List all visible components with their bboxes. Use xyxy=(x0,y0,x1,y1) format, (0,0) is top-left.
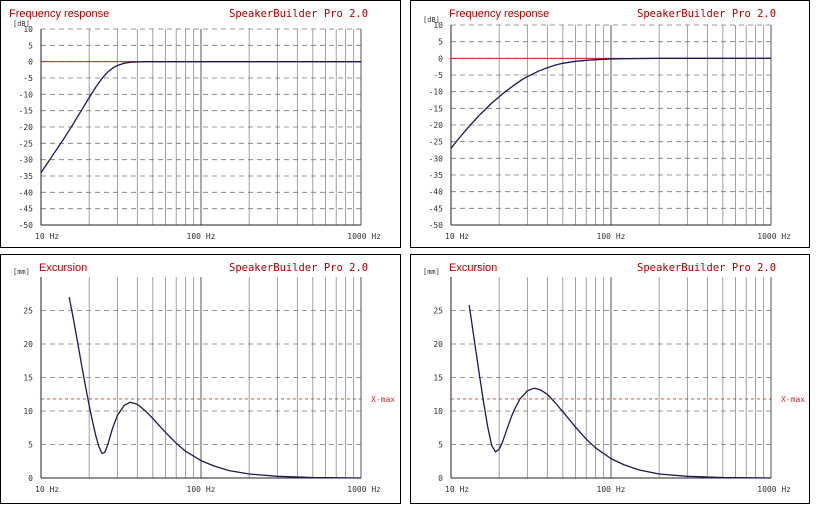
x-tick-label: 100 Hz xyxy=(597,232,626,241)
series-line xyxy=(68,296,362,479)
y-tick-label: 0 xyxy=(28,58,33,67)
x-tick-label: 1000 Hz xyxy=(347,232,381,241)
y-tick-label: 5 xyxy=(438,441,443,450)
y-tick-label: -45 xyxy=(19,205,34,214)
series-line xyxy=(468,305,772,479)
chart-panel-excursion-2: Excursion SpeakerBuilder Pro 2.0 0 5 10 15 2… xyxy=(410,254,810,504)
x-tick-label: 10 Hz xyxy=(445,485,469,494)
y-tick-label: -50 xyxy=(19,221,34,230)
y-tick-label: -20 xyxy=(19,123,34,132)
brand-label: SpeakerBuilder Pro 2.0 xyxy=(229,8,369,20)
y-tick-label: 5 xyxy=(438,38,443,47)
y-tick-label: 0 xyxy=(438,474,443,483)
brand-label: SpeakerBuilder Pro 2.0 xyxy=(637,8,777,20)
y-tick-label: 5 xyxy=(28,441,33,450)
series-line xyxy=(40,61,361,174)
x-tick-label: 1000 Hz xyxy=(757,485,791,494)
chart-svg: 10 5 0 -5 -10 -15 -20 -25 -30 -35 -40 -45 -50 [dB] 10 … xyxy=(423,16,791,241)
y-tick-label: -30 xyxy=(19,156,34,165)
y-tick-label: 20 xyxy=(23,340,33,349)
y-tick-label: 25 xyxy=(23,307,33,316)
x-tick-label: 10 Hz xyxy=(35,232,59,241)
y-tick-label: 10 xyxy=(433,407,443,416)
y-tick-label: -40 xyxy=(429,188,444,197)
xmax-label: X-max xyxy=(371,395,395,404)
y-tick-label: 0 xyxy=(438,54,443,63)
y-axis-unit: [dB] xyxy=(13,20,30,28)
y-axis-unit: [mm] xyxy=(423,268,440,276)
y-tick-label: -10 xyxy=(19,90,34,99)
y-tick-label: -30 xyxy=(429,154,444,163)
y-tick-label: -40 xyxy=(19,188,34,197)
y-tick-label: -10 xyxy=(429,88,444,97)
x-tick-label: 100 Hz xyxy=(187,232,216,241)
y-tick-label: -25 xyxy=(19,139,34,148)
y-tick-label: -45 xyxy=(429,204,444,213)
y-tick-label: 0 xyxy=(28,474,33,483)
x-tick-label: 10 Hz xyxy=(445,232,469,241)
x-tick-label: 100 Hz xyxy=(187,485,216,494)
y-tick-label: -20 xyxy=(429,121,444,130)
y-tick-label: -35 xyxy=(19,172,34,181)
y-tick-label: -15 xyxy=(19,107,34,116)
brand-label: SpeakerBuilder Pro 2.0 xyxy=(637,262,777,274)
chart-svg: 0 5 10 15 20 25 [mm] 10 Hz 100 Hz 1000 Hz X-max xyxy=(423,268,805,494)
y-tick-label: -15 xyxy=(429,104,444,113)
y-tick-label: -25 xyxy=(429,138,444,147)
chart-title: Frequency response xyxy=(9,8,110,20)
chart-panel-excursion-1: Excursion SpeakerBuilder Pro 2.0 0 5 10 15 2… xyxy=(0,254,401,504)
x-tick-label: 1000 Hz xyxy=(757,232,791,241)
y-axis-unit: [mm] xyxy=(13,268,30,276)
x-tick-label: 1000 Hz xyxy=(347,485,381,494)
x-tick-label: 10 Hz xyxy=(35,485,59,494)
y-tick-label: 10 xyxy=(433,21,443,30)
chart-svg: 10 5 0 -5 -10 -15 -20 -25 -30 -35 -40 -45 -50 [dB] 10 … xyxy=(13,20,381,241)
y-tick-label: 20 xyxy=(433,340,443,349)
y-axis-unit: [dB] xyxy=(423,16,440,24)
chart-title: Excursion xyxy=(39,262,88,274)
chart-panel-freq-1: Frequency response SpeakerBuilder Pro 2.… xyxy=(0,0,401,248)
xmax-label: X-max xyxy=(781,395,805,404)
chart-title: Excursion xyxy=(449,262,498,274)
x-tick-label: 100 Hz xyxy=(597,485,626,494)
y-tick-label: 10 xyxy=(23,25,33,34)
brand-label: SpeakerBuilder Pro 2.0 xyxy=(229,262,369,274)
y-tick-label: -5 xyxy=(23,74,33,83)
y-tick-label: 5 xyxy=(28,41,33,50)
chart-title: Frequency response xyxy=(449,8,550,20)
y-tick-label: -35 xyxy=(429,171,444,180)
y-tick-label: 10 xyxy=(23,407,33,416)
y-tick-label: -50 xyxy=(429,221,444,230)
chart-svg: 0 5 10 15 20 25 [mm] 10 Hz 100 Hz 1000 Hz X-max xyxy=(13,268,395,494)
chart-panel-freq-2: Frequency response SpeakerBuilder Pro 2.… xyxy=(410,0,810,248)
series-line xyxy=(450,57,771,149)
y-tick-label: 15 xyxy=(23,374,33,383)
y-tick-label: 15 xyxy=(433,374,443,383)
y-tick-label: 25 xyxy=(433,307,443,316)
y-tick-label: -5 xyxy=(433,71,443,80)
